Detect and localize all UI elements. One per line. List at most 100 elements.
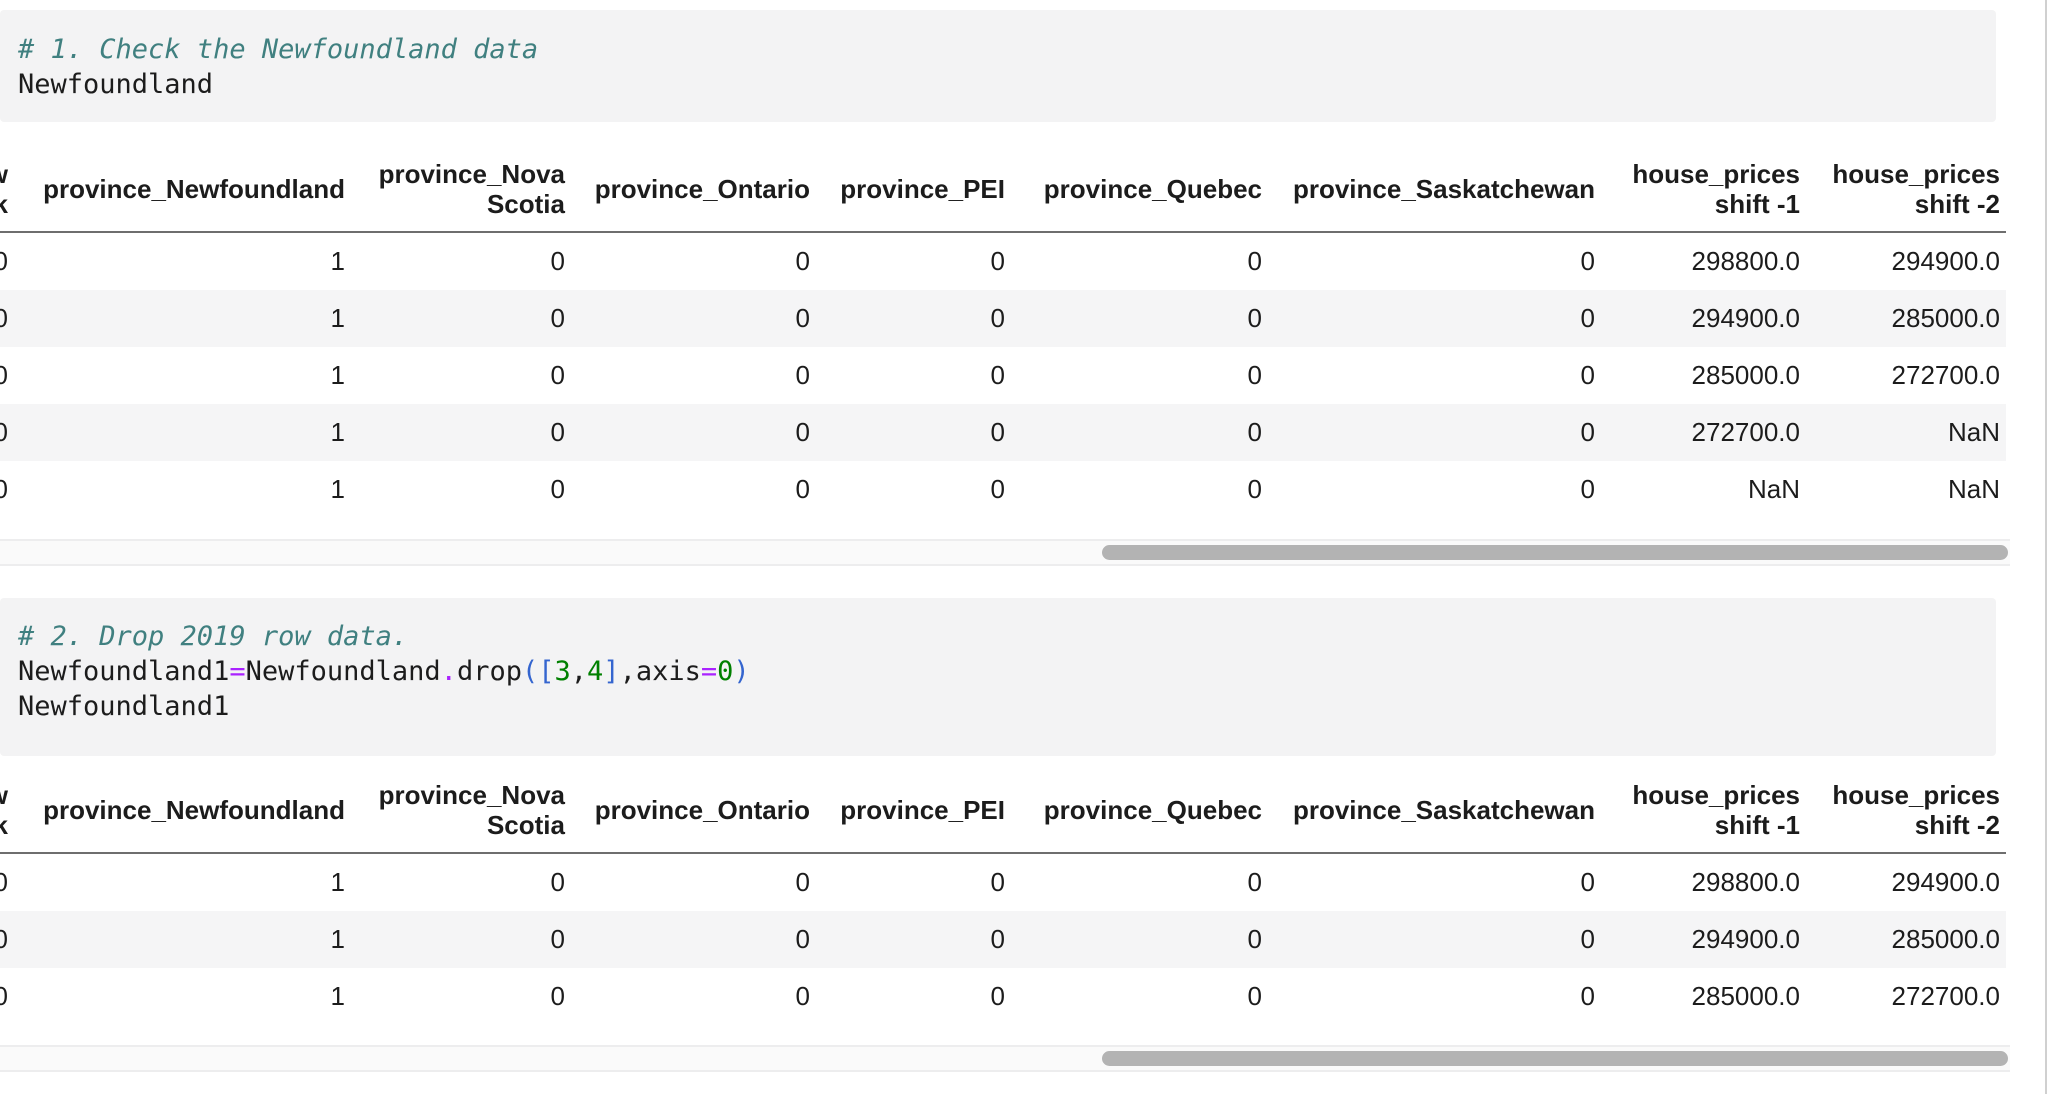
table-cell: 0 bbox=[1247, 246, 1262, 276]
table-cell: 285000.0 bbox=[1691, 981, 1800, 1011]
table-cell: 0 bbox=[0, 417, 8, 447]
table-cell: 0 bbox=[1580, 417, 1595, 447]
code-token: 0 bbox=[717, 656, 734, 687]
table-cell: 0 bbox=[1580, 303, 1595, 333]
column-header: province_Ontario bbox=[571, 767, 816, 854]
table-cell: 0 bbox=[550, 867, 565, 897]
table-cell: 0 bbox=[0, 924, 8, 954]
table-cell: 0 bbox=[1247, 867, 1262, 897]
column-header: province_Quebec bbox=[1011, 146, 1268, 233]
table-cell: 0 bbox=[1580, 867, 1595, 897]
table-cell: 0 bbox=[795, 246, 810, 276]
header-row: province_New Brunswickprovince_Newfoundl… bbox=[0, 146, 2006, 233]
table-cell: 0 bbox=[990, 360, 1005, 390]
table-cell: 0 bbox=[1580, 360, 1595, 390]
table-cell: NaN bbox=[1947, 474, 2000, 504]
column-header: house_prices shift -2 bbox=[1806, 146, 2006, 233]
table-cell: 0 bbox=[990, 981, 1005, 1011]
column-header: province_Newfoundland bbox=[8, 146, 351, 233]
column-header: province_Nova Scotia bbox=[351, 146, 571, 233]
table-cell: 0 bbox=[550, 246, 565, 276]
column-header: province_PEI bbox=[816, 767, 1011, 854]
table-cell: 1 bbox=[330, 303, 345, 333]
code-token: = bbox=[700, 656, 718, 687]
column-header: province_PEI bbox=[816, 146, 1011, 233]
table-cell: 1 bbox=[330, 246, 345, 276]
table-cell: 0 bbox=[550, 303, 565, 333]
table-cell: 0 bbox=[1580, 924, 1595, 954]
code-token: ] bbox=[603, 656, 620, 687]
table-cell: 1 bbox=[330, 417, 345, 447]
table-cell: 0 bbox=[795, 924, 810, 954]
table-cell: 294900.0 bbox=[1691, 924, 1800, 954]
table-cell: 0 bbox=[0, 360, 8, 390]
column-header: province_Saskatchewan bbox=[1268, 146, 1601, 233]
dataframe-output-1: province_New Brunswickprovince_Newfoundl… bbox=[0, 146, 2010, 518]
horizontal-scrollbar[interactable] bbox=[0, 539, 2010, 566]
table-cell: 0 bbox=[1580, 981, 1595, 1011]
table-cell: 298800.0 bbox=[1691, 246, 1800, 276]
code-token: 4 bbox=[587, 656, 604, 687]
table-cell: 0 bbox=[550, 417, 565, 447]
code-token: axis bbox=[635, 656, 701, 687]
table-cell: 0 bbox=[0, 246, 8, 276]
table-cell: 1 bbox=[330, 981, 345, 1011]
header-row: province_New Brunswickprovince_Newfoundl… bbox=[0, 767, 2006, 854]
code-token: , bbox=[619, 656, 636, 687]
column-header: province_New Brunswick bbox=[0, 767, 8, 854]
code-token: Newfoundland bbox=[245, 656, 441, 687]
column-header: house_prices shift -1 bbox=[1601, 767, 1806, 854]
table-cell: 0 bbox=[0, 981, 8, 1011]
table-cell: 0 bbox=[795, 303, 810, 333]
scrollbar-thumb[interactable] bbox=[1102, 1051, 2008, 1066]
scrollbar-thumb[interactable] bbox=[1102, 545, 2008, 560]
code-token: . bbox=[440, 656, 457, 687]
table-row: 0 1 0 0 0 0 0 NaN NaN bbox=[0, 461, 2006, 518]
code-token: Newfoundland1 bbox=[18, 656, 230, 687]
table-cell: 272700.0 bbox=[1891, 981, 2000, 1011]
code-comment: # 1. Check the Newfoundland data bbox=[18, 34, 539, 65]
table-cell: 0 bbox=[1580, 474, 1595, 504]
column-header: province_Saskatchewan bbox=[1268, 767, 1601, 854]
column-header: province_New Brunswick bbox=[0, 146, 8, 233]
code-token: ( bbox=[521, 656, 539, 687]
table-row: 0 1 0 0 0 0 0 294900.0 285000.0 bbox=[0, 290, 2006, 347]
table-cell: 0 bbox=[990, 924, 1005, 954]
table-cell: 0 bbox=[1580, 246, 1595, 276]
table-cell: 1 bbox=[330, 360, 345, 390]
code-cell-2[interactable]: # 2. Drop 2019 row data. Newfoundland1=N… bbox=[0, 598, 1996, 756]
table-cell: 0 bbox=[990, 474, 1005, 504]
table-cell: 294900.0 bbox=[1891, 867, 2000, 897]
table-row: 0 1 0 0 0 0 0 294900.0 285000.0 bbox=[0, 911, 2006, 968]
column-header: province_Quebec bbox=[1011, 767, 1268, 854]
code-line: Newfoundland bbox=[18, 69, 214, 100]
table-cell: 298800.0 bbox=[1691, 867, 1800, 897]
table-row: 0 1 0 0 0 0 0 298800.0 294900.0 bbox=[0, 853, 2006, 911]
horizontal-scrollbar[interactable] bbox=[0, 1045, 2010, 1072]
code-cell-1[interactable]: # 1. Check the Newfoundland data Newfoun… bbox=[0, 10, 1996, 122]
code-token: 3 bbox=[554, 656, 571, 687]
column-header: province_Ontario bbox=[571, 146, 816, 233]
table-cell: 0 bbox=[1247, 303, 1262, 333]
table-cell: 0 bbox=[990, 246, 1005, 276]
column-header: province_Nova Scotia bbox=[351, 767, 571, 854]
table-cell: 0 bbox=[550, 360, 565, 390]
code-token: drop bbox=[456, 656, 522, 687]
table-row: 0 1 0 0 0 0 0 298800.0 294900.0 bbox=[0, 232, 2006, 290]
table-cell: 0 bbox=[1247, 474, 1262, 504]
dataframe-table: province_New Brunswickprovince_Newfoundl… bbox=[0, 767, 2006, 1025]
table-cell: 0 bbox=[1247, 417, 1262, 447]
notebook-right-border bbox=[2045, 0, 2047, 1094]
code-token: [ bbox=[538, 656, 555, 687]
table-cell: NaN bbox=[1947, 417, 2000, 447]
table-cell: 0 bbox=[990, 867, 1005, 897]
table-cell: 0 bbox=[1247, 924, 1262, 954]
table-cell: 294900.0 bbox=[1891, 246, 2000, 276]
code-token: = bbox=[229, 656, 246, 687]
table-cell: 294900.0 bbox=[1691, 303, 1800, 333]
code-line: Newfoundland1 bbox=[18, 691, 230, 722]
table-cell: 285000.0 bbox=[1891, 924, 2000, 954]
table-cell: 0 bbox=[990, 417, 1005, 447]
table-cell: 1 bbox=[330, 474, 345, 504]
column-header: house_prices shift -2 bbox=[1806, 767, 2006, 854]
